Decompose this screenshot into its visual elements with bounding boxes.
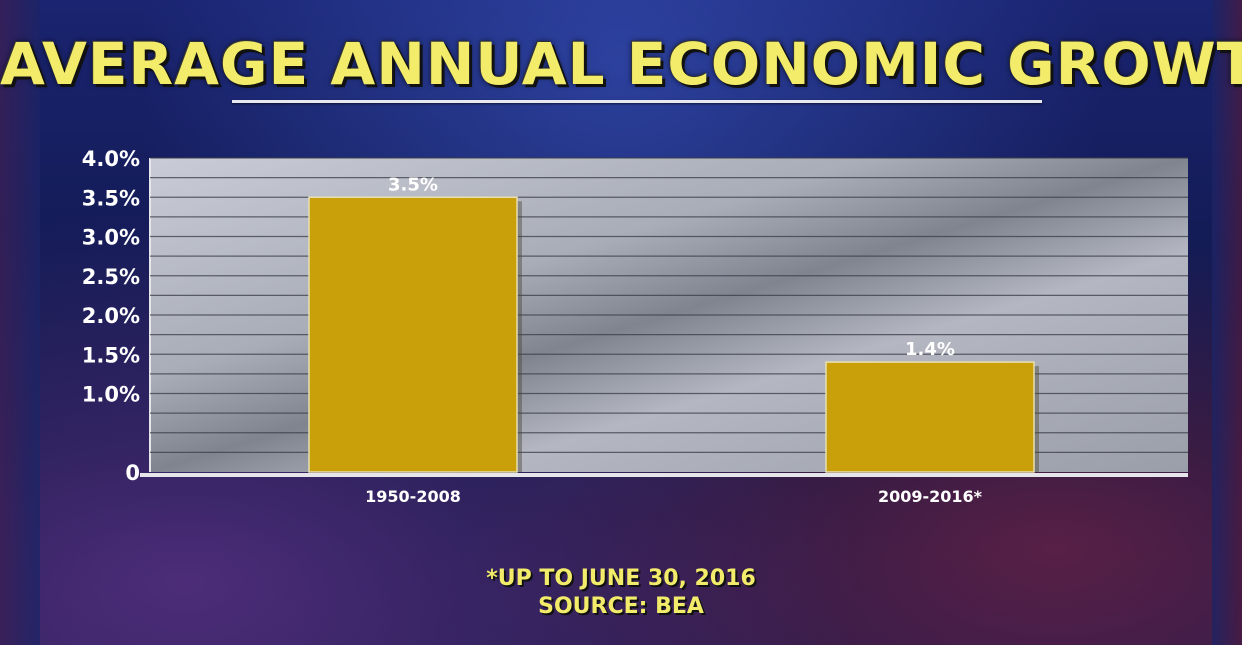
y-tick-label: 2.0% bbox=[82, 304, 140, 328]
y-tick-label: 2.5% bbox=[82, 265, 140, 289]
y-tick-label: 3.5% bbox=[82, 186, 140, 210]
data-label: 3.5% bbox=[388, 174, 438, 195]
footnote-text: *UP TO JUNE 30, 2016 bbox=[486, 566, 756, 591]
y-tick-label: 3.0% bbox=[82, 226, 140, 250]
chart-title: AVERAGE ANNUAL ECONOMIC GROWTH bbox=[0, 30, 1242, 98]
y-tick-label: 1.5% bbox=[82, 343, 140, 367]
source-text: SOURCE: BEA bbox=[538, 594, 704, 619]
data-label: 1.4% bbox=[905, 339, 955, 360]
right-edge-decoration bbox=[1212, 0, 1242, 645]
bar bbox=[308, 196, 518, 473]
y-tick-label: 4.0% bbox=[82, 147, 140, 171]
left-edge-decoration bbox=[0, 0, 40, 645]
bar bbox=[825, 361, 1035, 473]
y-tick-label: 1.0% bbox=[82, 383, 140, 407]
y-tick-label: 0 bbox=[125, 461, 140, 485]
title-underline bbox=[232, 100, 1042, 103]
x-tick-label: 2009-2016* bbox=[878, 487, 983, 506]
x-tick-label: 1950-2008 bbox=[365, 487, 461, 506]
